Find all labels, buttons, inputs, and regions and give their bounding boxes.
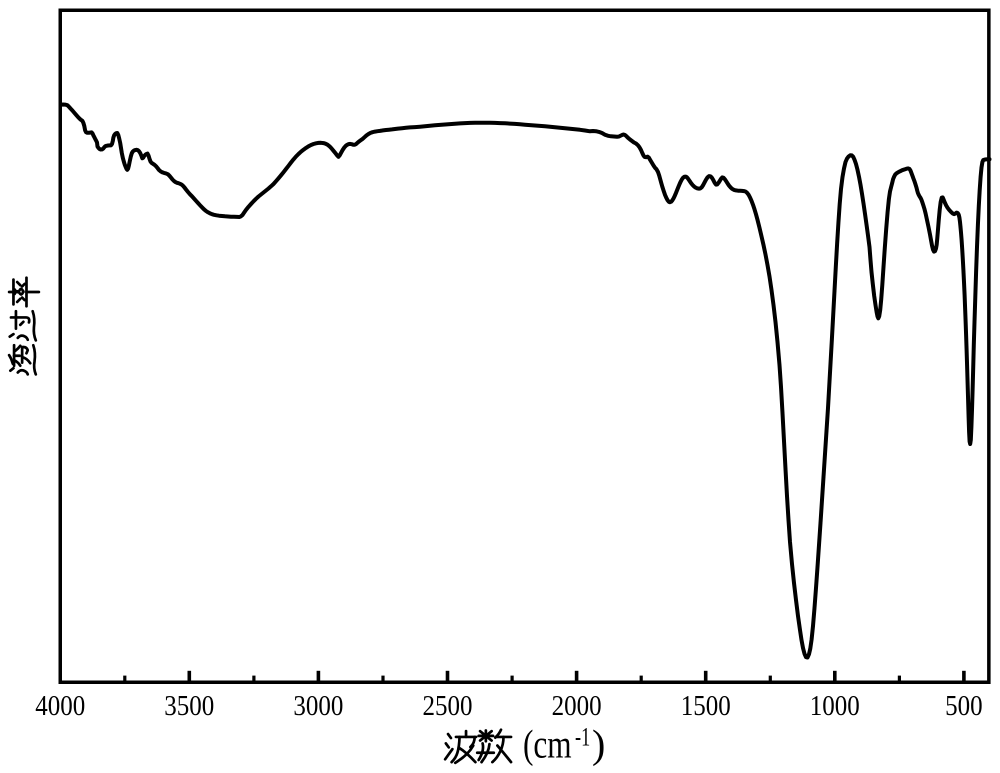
svg-text:1500: 1500: [681, 691, 731, 722]
svg-text:2000: 2000: [552, 691, 602, 722]
svg-text:(cm: (cm: [523, 722, 572, 767]
svg-text:): ): [592, 722, 605, 767]
svg-text:1000: 1000: [810, 691, 860, 722]
svg-text:3500: 3500: [164, 691, 214, 722]
svg-text:3000: 3000: [293, 691, 343, 722]
svg-text:4000: 4000: [35, 691, 85, 722]
svg-text:-1: -1: [575, 723, 590, 752]
svg-text:500: 500: [945, 691, 983, 722]
svg-text:2500: 2500: [423, 691, 473, 722]
